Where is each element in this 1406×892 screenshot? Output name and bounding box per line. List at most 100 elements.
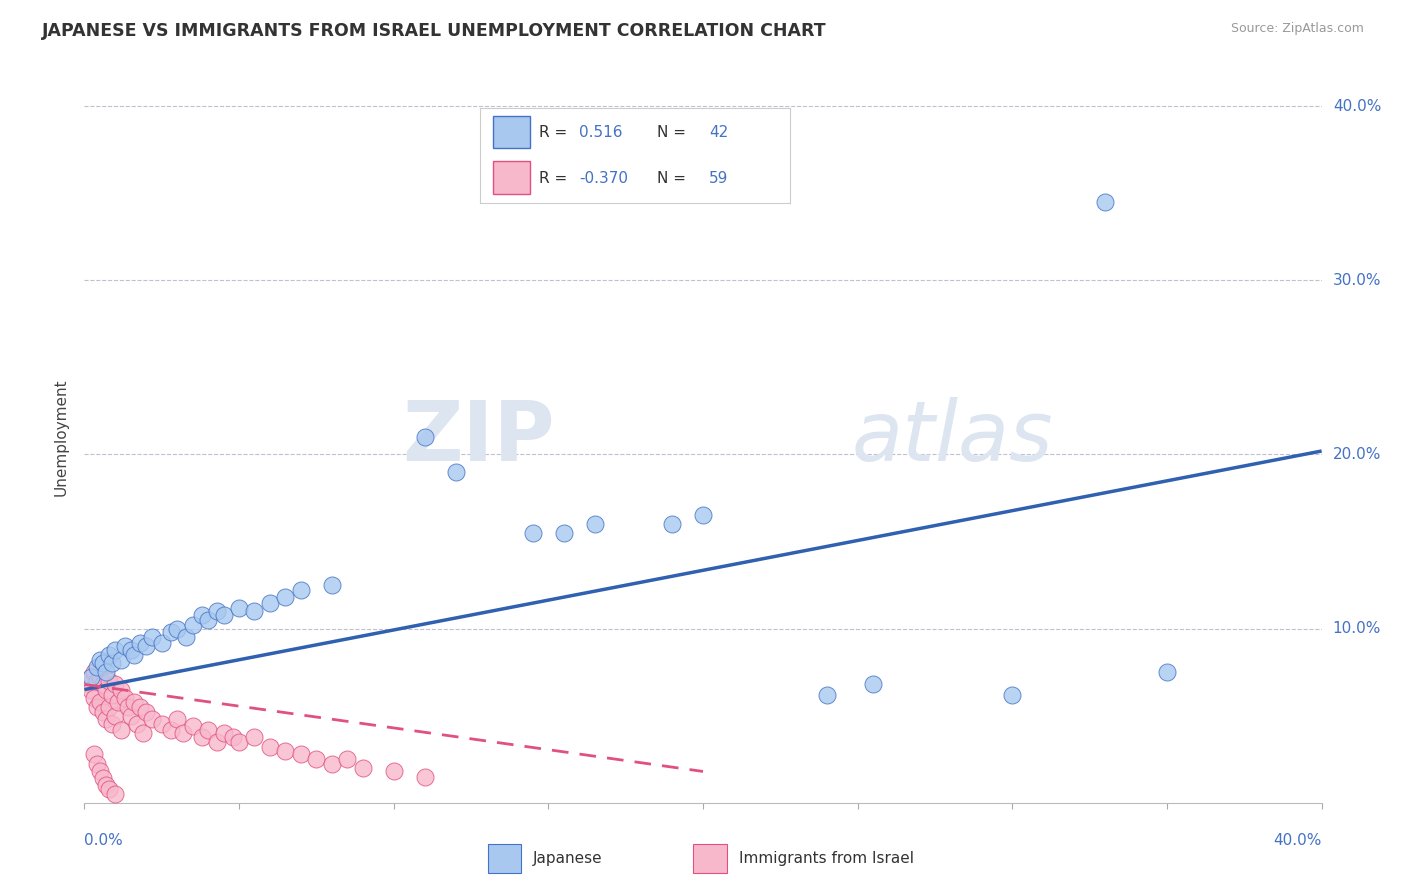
Point — [321, 578, 343, 592]
Point — [181, 618, 204, 632]
Point — [89, 764, 111, 779]
Point — [129, 635, 152, 649]
Point — [692, 508, 714, 523]
Y-axis label: Unemployment: Unemployment — [53, 378, 69, 496]
Point — [89, 670, 111, 684]
Point — [98, 781, 121, 796]
Point — [98, 648, 121, 662]
Point — [176, 631, 198, 645]
Text: 0.0%: 0.0% — [84, 833, 124, 848]
Point — [191, 607, 214, 622]
Point — [1001, 688, 1024, 702]
Point — [290, 583, 312, 598]
Point — [122, 695, 145, 709]
Point — [86, 757, 108, 772]
Point — [522, 525, 544, 540]
Point — [83, 665, 105, 680]
Point — [228, 735, 250, 749]
Point — [91, 657, 114, 671]
Point — [207, 604, 229, 618]
Text: 40.0%: 40.0% — [1274, 833, 1322, 848]
Text: Immigrants from Israel: Immigrants from Israel — [740, 851, 914, 866]
Text: atlas: atlas — [852, 397, 1053, 477]
Text: 20.0%: 20.0% — [1333, 447, 1381, 462]
Text: Japanese: Japanese — [533, 851, 603, 866]
Point — [122, 648, 145, 662]
Point — [228, 600, 250, 615]
Point — [79, 670, 101, 684]
Point — [243, 730, 266, 744]
Point — [83, 747, 105, 761]
Point — [91, 677, 114, 691]
Point — [135, 705, 157, 719]
Point — [79, 682, 101, 697]
Point — [135, 639, 157, 653]
Point — [104, 642, 127, 657]
Point — [91, 772, 114, 786]
Point — [91, 705, 114, 719]
Point — [129, 700, 152, 714]
Point — [181, 719, 204, 733]
Point — [89, 695, 111, 709]
Point — [553, 525, 575, 540]
Point — [86, 673, 108, 688]
Point — [101, 657, 124, 671]
Point — [583, 517, 606, 532]
Point — [104, 677, 127, 691]
Point — [114, 691, 136, 706]
Point — [150, 717, 173, 731]
Point — [862, 677, 884, 691]
Point — [336, 752, 359, 766]
Point — [661, 517, 683, 532]
Point — [305, 752, 328, 766]
Point — [110, 653, 132, 667]
Text: ZIP: ZIP — [402, 397, 554, 477]
Point — [212, 607, 235, 622]
Point — [94, 712, 117, 726]
Point — [132, 726, 155, 740]
Point — [110, 723, 132, 737]
Point — [160, 625, 183, 640]
Point — [815, 688, 838, 702]
Point — [243, 604, 266, 618]
Point — [94, 778, 117, 792]
Point — [352, 761, 374, 775]
Text: 40.0%: 40.0% — [1333, 99, 1381, 113]
Point — [114, 639, 136, 653]
Point — [172, 726, 194, 740]
Point — [125, 717, 148, 731]
Point — [413, 770, 436, 784]
Point — [94, 665, 117, 680]
Point — [274, 591, 297, 605]
Point — [101, 717, 124, 731]
Text: 10.0%: 10.0% — [1333, 621, 1381, 636]
FancyBboxPatch shape — [488, 844, 522, 873]
Point — [166, 622, 188, 636]
Point — [98, 673, 121, 688]
Point — [444, 465, 467, 479]
Point — [191, 730, 214, 744]
Point — [101, 688, 124, 702]
Point — [104, 708, 127, 723]
Text: 30.0%: 30.0% — [1333, 273, 1381, 288]
Text: Source: ZipAtlas.com: Source: ZipAtlas.com — [1230, 22, 1364, 36]
Point — [1094, 194, 1116, 209]
Point — [166, 712, 188, 726]
Point — [222, 730, 245, 744]
Point — [98, 700, 121, 714]
Point — [160, 723, 183, 737]
Point — [107, 695, 129, 709]
Point — [321, 757, 343, 772]
Point — [141, 712, 163, 726]
Text: JAPANESE VS IMMIGRANTS FROM ISRAEL UNEMPLOYMENT CORRELATION CHART: JAPANESE VS IMMIGRANTS FROM ISRAEL UNEMP… — [42, 22, 827, 40]
Point — [150, 635, 173, 649]
Point — [79, 670, 101, 684]
Point — [94, 682, 117, 697]
Point — [120, 642, 142, 657]
Point — [104, 787, 127, 801]
Point — [259, 595, 281, 609]
Point — [141, 631, 163, 645]
Point — [197, 613, 219, 627]
Point — [290, 747, 312, 761]
Point — [207, 735, 229, 749]
